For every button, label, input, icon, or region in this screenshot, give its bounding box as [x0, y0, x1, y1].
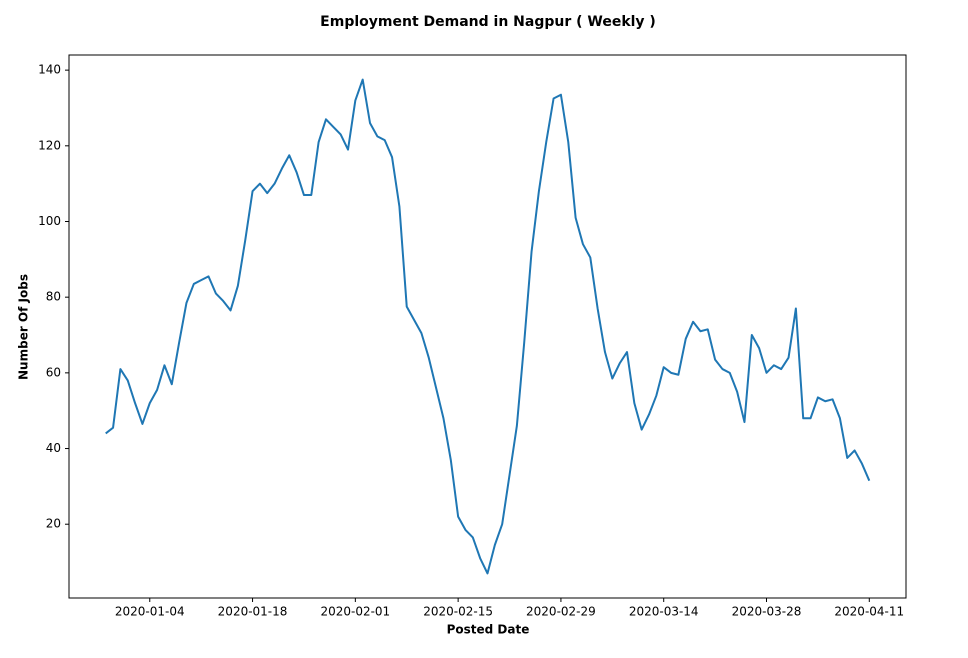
x-axis-label: Posted Date [447, 623, 530, 637]
y-tick-label: 40 [46, 441, 61, 455]
x-tick-label: 2020-04-11 [834, 605, 904, 619]
plot-frame [68, 54, 907, 599]
x-tick-label: 2020-01-18 [218, 605, 288, 619]
x-tick-label: 2020-02-15 [423, 605, 493, 619]
x-tick-label: 2020-03-28 [732, 605, 802, 619]
x-tick-label: 2020-03-14 [629, 605, 699, 619]
x-tick-label: 2020-01-04 [115, 605, 185, 619]
data-line [105, 78, 871, 575]
y-tick-label: 100 [38, 214, 61, 228]
x-tick-label: 2020-02-29 [526, 605, 596, 619]
y-tick-label: 20 [46, 517, 61, 531]
y-tick-label: 120 [38, 138, 61, 152]
chart-title: Employment Demand in Nagpur ( Weekly ) [320, 14, 656, 30]
y-tick-label: 60 [46, 365, 61, 379]
y-axis-label: Number Of Jobs [17, 274, 31, 380]
y-tick-label: 140 [38, 63, 61, 77]
x-tick-label: 2020-02-01 [320, 605, 390, 619]
y-tick-label: 80 [46, 290, 61, 304]
